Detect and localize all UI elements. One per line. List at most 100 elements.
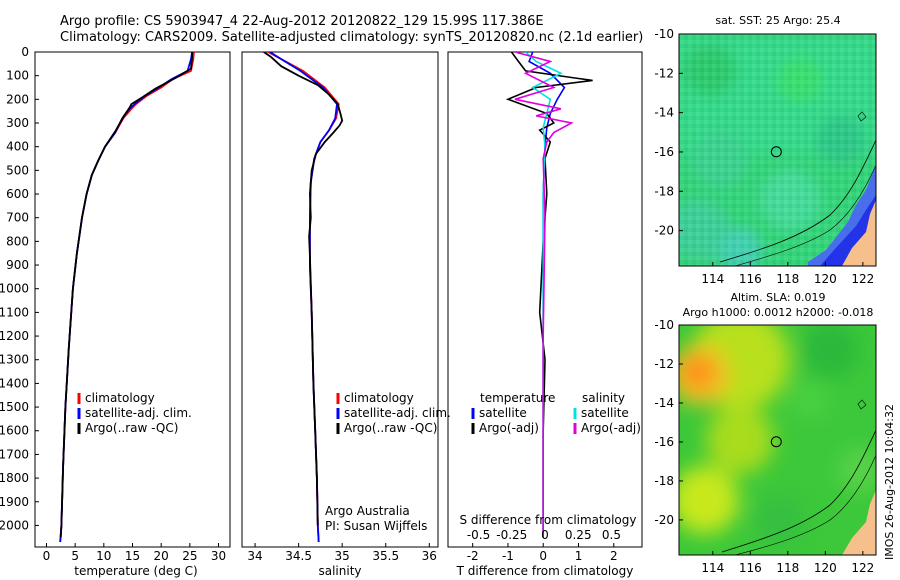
x-tick-label: 35	[335, 549, 350, 563]
depth-tick-label: 200	[6, 92, 29, 106]
x-tick-label: 30	[211, 549, 226, 563]
legend-title-salinity: salinity	[582, 391, 625, 405]
legend-label: satellite	[581, 406, 629, 420]
difference-lines	[505, 52, 593, 538]
x-tick-label: 0	[43, 549, 51, 563]
map-x-tick-label: 122	[851, 272, 874, 286]
depth-tick-label: 800	[6, 234, 29, 248]
map-x-tick-label: 120	[814, 561, 837, 575]
map-x-tick-label: 114	[701, 561, 724, 575]
map-y-tick-label: -18	[654, 474, 674, 488]
figure-title-line1: Argo profile: CS 5903947_4 22-Aug-2012 2…	[60, 14, 544, 29]
series-line-argo	[59, 52, 194, 538]
map-y-tick-label: -10	[654, 318, 674, 332]
top-x-tick-label: 0.25	[565, 528, 592, 542]
legend-label: satellite-adj. clim.	[344, 406, 451, 420]
figure-title-line2: Climatology: CARS2009. Satellite-adjuste…	[60, 30, 643, 45]
map-y-tick-label: -14	[654, 106, 674, 120]
salinity-x-axis: 34 34.5 35 35.5 36	[247, 543, 437, 563]
depth-tick-label: 1000	[0, 282, 29, 296]
map-x-tick-label: 116	[739, 561, 762, 575]
map-y-tick-label: -16	[654, 435, 674, 449]
map-y-tick-label: -20	[654, 513, 674, 527]
series-line-satellite	[59, 52, 193, 543]
top-x-tick-label: 0	[541, 528, 549, 542]
map-y-tick-label: -12	[654, 357, 674, 371]
x-tick-label: 25	[182, 549, 197, 563]
x-tick-label: 5	[71, 549, 79, 563]
series-line-s-argo-adj-	[514, 52, 574, 538]
difference-legend: temperature salinitysatelliteArgo(-adj)sa…	[471, 391, 641, 435]
depth-tick-label: 900	[6, 258, 29, 272]
top-x-tick-label: 0.5	[602, 528, 621, 542]
series-line-climatology	[59, 52, 195, 543]
temperature-lines	[59, 52, 195, 543]
depth-tick-label: 100	[6, 69, 29, 83]
legend-label: Argo(..raw -QC)	[85, 421, 178, 435]
map-y-tick-label: -12	[654, 66, 674, 80]
sla-map-argo-marker	[770, 436, 782, 448]
map-y-tick-label: -18	[654, 184, 674, 198]
depth-tick-label: 1800	[0, 471, 29, 485]
depth-tick-label: 600	[6, 187, 29, 201]
x-tick-label: 15	[125, 549, 140, 563]
map-x-tick-label: 122	[851, 561, 874, 575]
x-tick-label: 1	[575, 549, 583, 563]
depth-tick-label: 500	[6, 163, 29, 177]
sla-map-title-line2: Argo h1000: 0.0012 h2000: -0.018	[683, 306, 874, 319]
sst-map-frame	[678, 33, 877, 267]
legend-title-temperature: temperature	[480, 391, 555, 405]
legend-label: satellite-adj. clim.	[85, 406, 192, 420]
depth-tick-label: 1600	[0, 424, 29, 438]
sla-map-axes: 114 116 118 120 122 -10 -12 -14 -16 -18 -20	[654, 318, 874, 575]
legend-label: climatology	[85, 391, 155, 405]
series-line-argo	[263, 52, 344, 526]
legend-label: Argo(-adj)	[581, 421, 641, 435]
series-line-climatology	[267, 52, 340, 543]
salinity-panel-frame	[241, 51, 439, 548]
top-x-tick-label: -0.25	[496, 528, 527, 542]
depth-tick-label: 1900	[0, 495, 29, 509]
legend-label: climatology	[344, 391, 414, 405]
difference-top-xlabel: S difference from climatology	[460, 513, 637, 527]
depth-tick-label: 1400	[0, 376, 29, 390]
map-x-tick-label: 118	[776, 272, 799, 286]
depth-tick-label: 1300	[0, 353, 29, 367]
sla-map-field	[679, 325, 876, 555]
x-tick-label: 34	[247, 549, 262, 563]
map-x-tick-label: 116	[739, 272, 762, 286]
x-tick-label: -2	[467, 549, 479, 563]
series-line-t-satellite	[528, 52, 566, 538]
difference-panel-frame	[447, 51, 643, 548]
depth-tick-label: 1500	[0, 400, 29, 414]
series-line-satellite	[269, 52, 338, 543]
series-line-t-argo-adj-	[505, 52, 593, 538]
depth-tick-label: 0	[21, 45, 29, 59]
salinity-lines	[263, 52, 344, 543]
map-x-tick-label: 118	[776, 561, 799, 575]
x-tick-label: 2	[610, 549, 618, 563]
depth-tick-label: 1200	[0, 329, 29, 343]
salinity-annotation-line1: Argo Australia	[325, 504, 410, 518]
map-x-tick-label: 114	[701, 272, 724, 286]
map-y-tick-label: -10	[654, 27, 674, 41]
x-tick-label: 34.5	[285, 549, 312, 563]
depth-axis: 0 100 200 300 400 500 600 700 800 900 1000 1100 1200…	[0, 45, 39, 532]
x-tick-label: 36	[422, 549, 437, 563]
map-y-tick-label: -20	[654, 224, 674, 238]
map-y-tick-label: -14	[654, 396, 674, 410]
temperature-x-axis: 0 5 10 15 20 25 30	[43, 543, 226, 563]
map-x-tick-label: 120	[814, 272, 837, 286]
sst-map-argo-marker	[770, 146, 782, 158]
x-tick-label: -1	[502, 549, 514, 563]
depth-tick-label: 1100	[0, 305, 29, 319]
temperature-xlabel: temperature (deg C)	[74, 564, 197, 578]
x-tick-label: 35.5	[372, 549, 399, 563]
salinity-xlabel: salinity	[318, 564, 361, 578]
sla-map-frame	[678, 324, 877, 556]
legend-label: Argo(..raw -QC)	[344, 421, 437, 435]
